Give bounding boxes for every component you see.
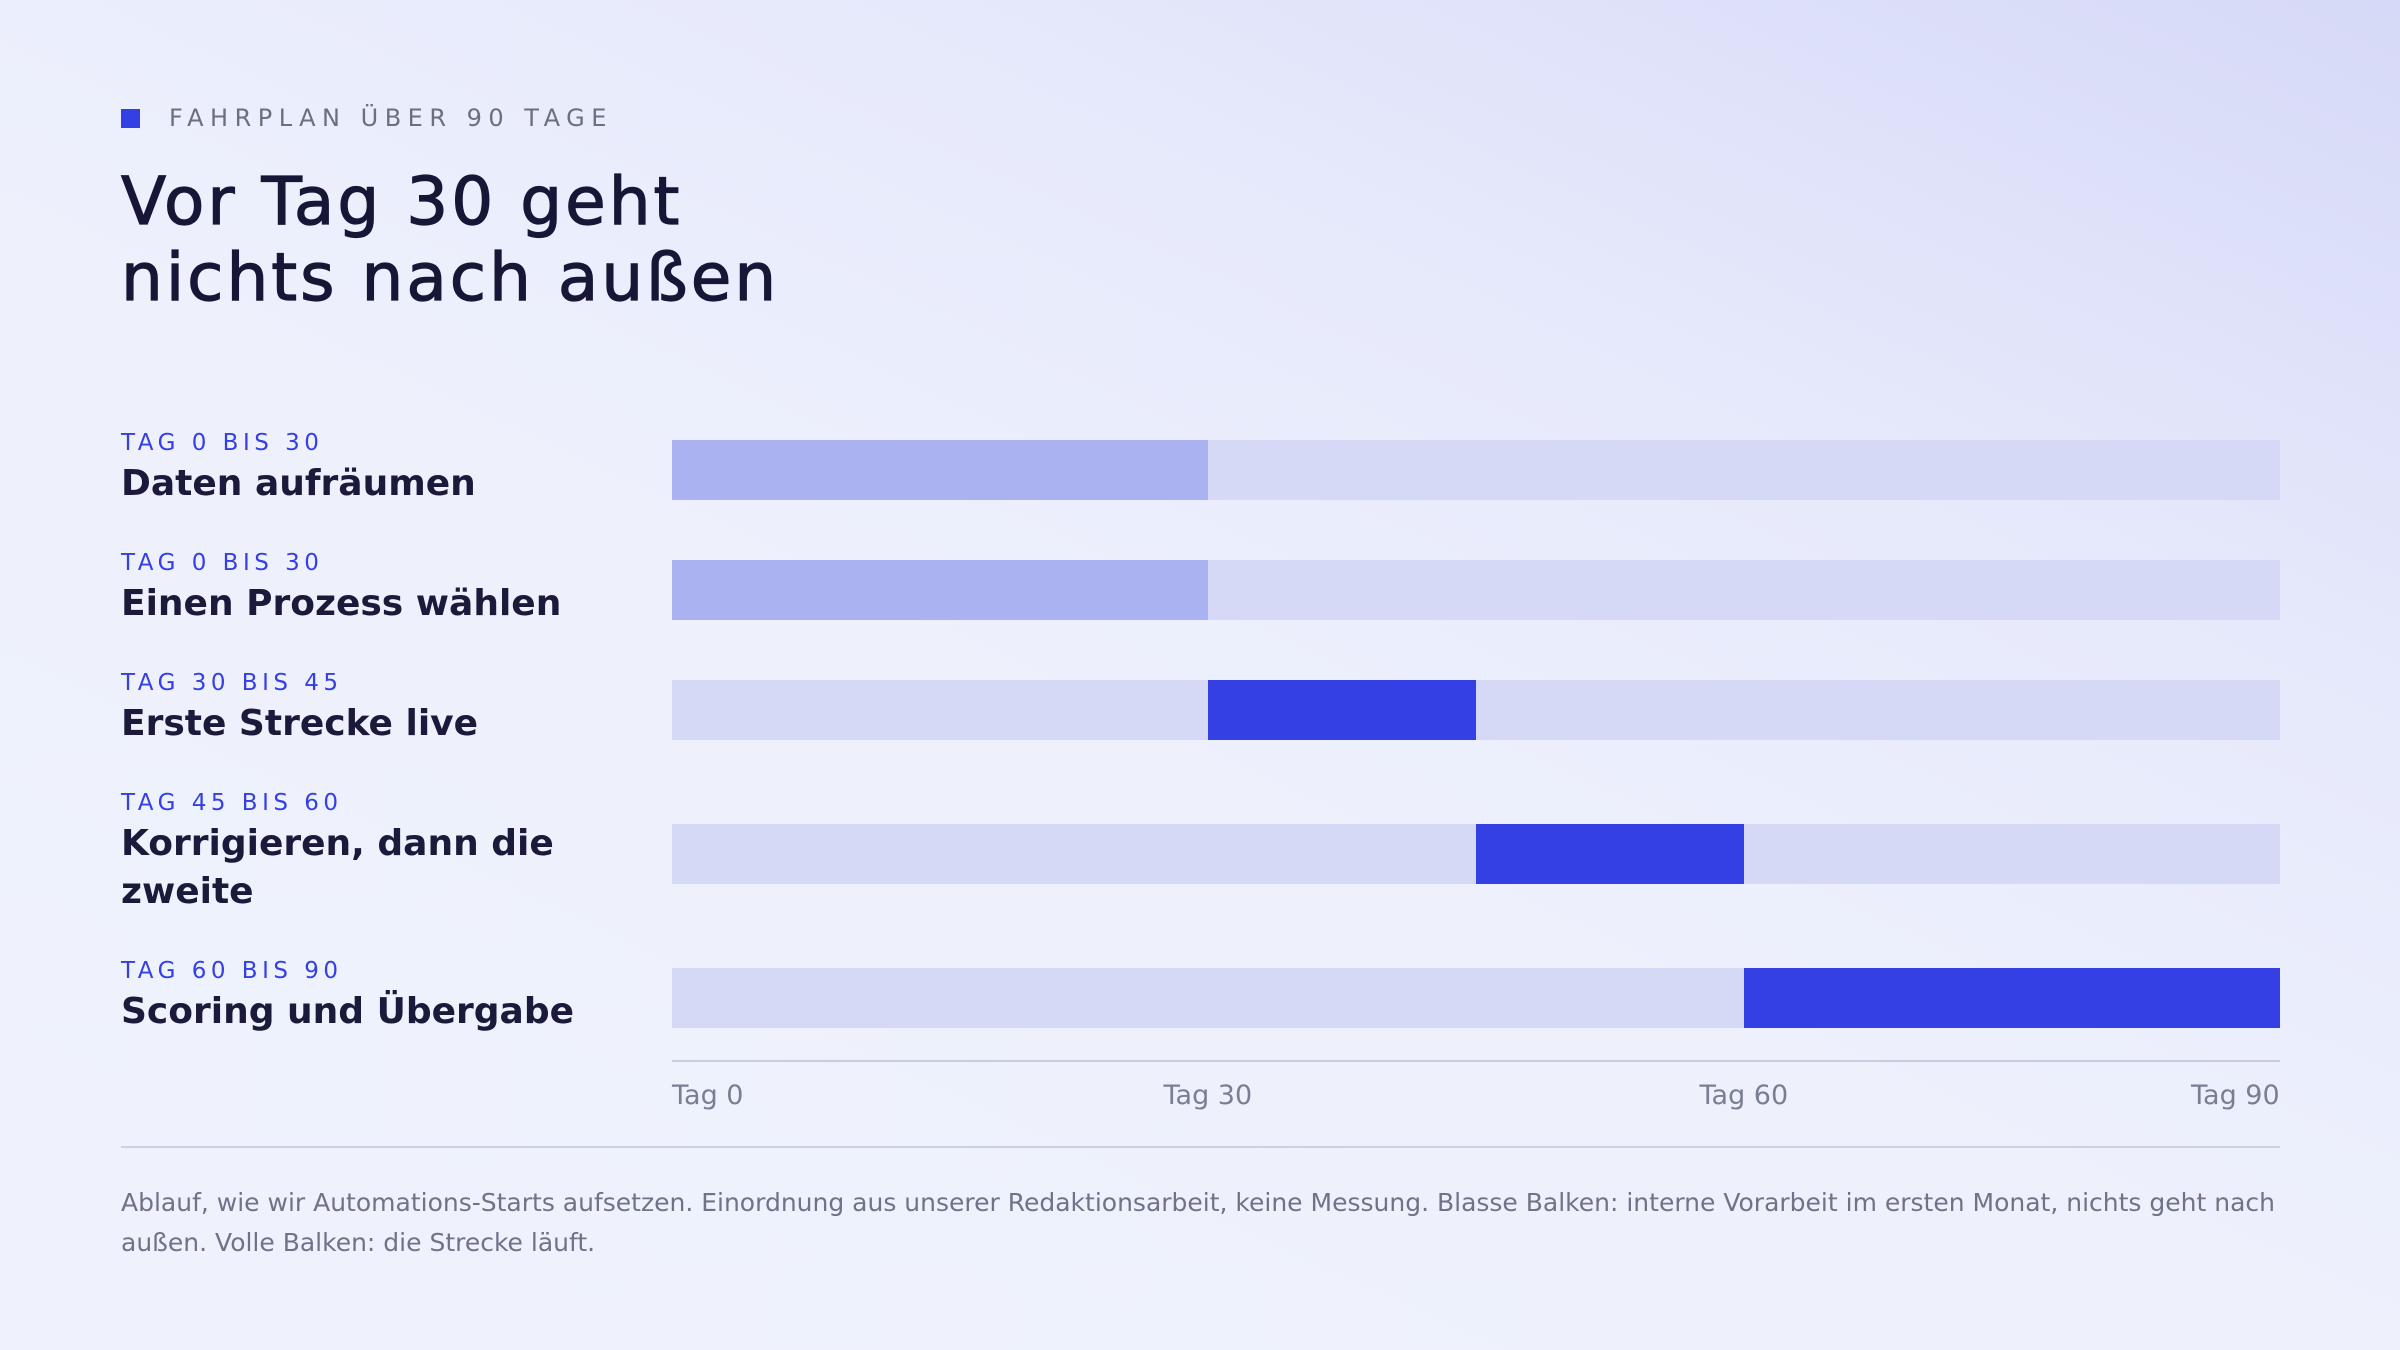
row-name-label: Scoring und Übergabe [121, 991, 575, 1032]
x-tick-label: Tag 30 [1163, 1080, 1253, 1111]
title-line-1: Vor Tag 30 geht [120, 163, 683, 240]
range-bar [1208, 680, 1476, 740]
divider [121, 1146, 2280, 1148]
title-line-2: nichts nach außen [120, 239, 780, 316]
range-bar [672, 560, 1208, 620]
page-title: Vor Tag 30 geht nichts nach außen [120, 163, 780, 316]
x-tick-label: Tag 0 [672, 1080, 744, 1111]
row-name-label: Korrigieren, dann die zweite [121, 823, 554, 912]
kicker-square-icon [121, 108, 140, 128]
row-label: TAG 0 BIS 30 Einen Prozess wählen [121, 548, 641, 628]
row-label: TAG 45 BIS 60 Korrigieren, dann die zwei… [121, 788, 641, 916]
x-axis-line [672, 1060, 2280, 1062]
x-tick-label: Tag 90 [2191, 1080, 2280, 1111]
row-name-label: Erste Strecke live [121, 703, 479, 744]
row-phase-label: TAG 0 BIS 30 [121, 550, 324, 576]
range-bar [672, 440, 1208, 500]
row-name-label: Daten aufräumen [121, 463, 476, 504]
timeline-track [672, 824, 2280, 884]
range-bar [1744, 968, 2280, 1028]
kicker-text: FAHRPLAN ÜBER 90 TAGE [169, 104, 613, 132]
row-label: TAG 0 BIS 30 Daten aufräumen [121, 428, 641, 508]
range-bar [1476, 824, 1744, 884]
timeline-track [672, 440, 2280, 500]
row-phase-label: TAG 0 BIS 30 [121, 430, 324, 456]
row-phase-label: TAG 45 BIS 60 [121, 790, 343, 816]
row-label: TAG 60 BIS 90 Scoring und Übergabe [121, 956, 641, 1036]
row-label: TAG 30 BIS 45 Erste Strecke live [121, 668, 641, 748]
x-tick-label: Tag 60 [1699, 1080, 1789, 1111]
footnote: Ablauf, wie wir Automations-Starts aufse… [121, 1188, 2276, 1257]
timeline-track [672, 680, 2280, 740]
row-name-label: Einen Prozess wählen [121, 583, 562, 624]
timeline-track [672, 560, 2280, 620]
row-phase-label: TAG 30 BIS 45 [121, 670, 343, 696]
timeline-track [672, 968, 2280, 1028]
row-phase-label: TAG 60 BIS 90 [121, 958, 343, 984]
kicker: FAHRPLAN ÜBER 90 TAGE [121, 104, 613, 132]
